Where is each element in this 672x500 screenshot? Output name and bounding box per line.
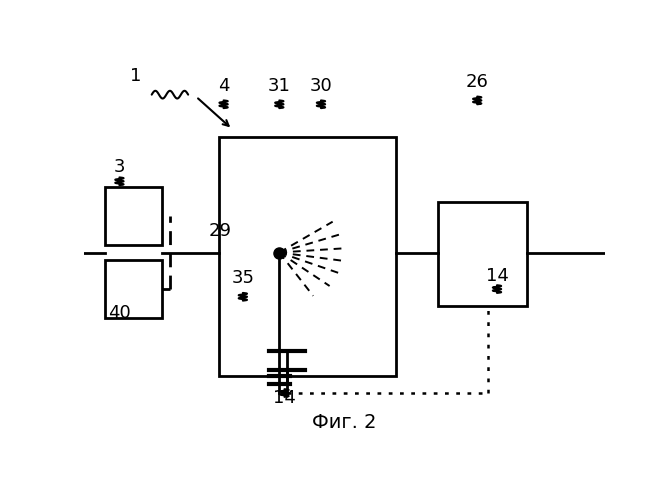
Text: 14: 14 [486,267,509,285]
Text: 40: 40 [108,304,131,322]
Text: 3: 3 [114,158,125,176]
Text: 4: 4 [218,76,229,94]
Bar [105,187,162,245]
Text: 29: 29 [209,222,232,240]
Text: 1: 1 [130,67,142,85]
Text: 30: 30 [310,76,333,94]
Text: 14: 14 [273,389,296,407]
Text: 31: 31 [268,76,291,94]
Text: 26: 26 [466,73,489,91]
Text: 35: 35 [231,269,254,287]
Bar [105,260,162,318]
Bar [219,137,396,376]
Bar [438,202,527,306]
Text: Фиг. 2: Фиг. 2 [312,412,376,432]
